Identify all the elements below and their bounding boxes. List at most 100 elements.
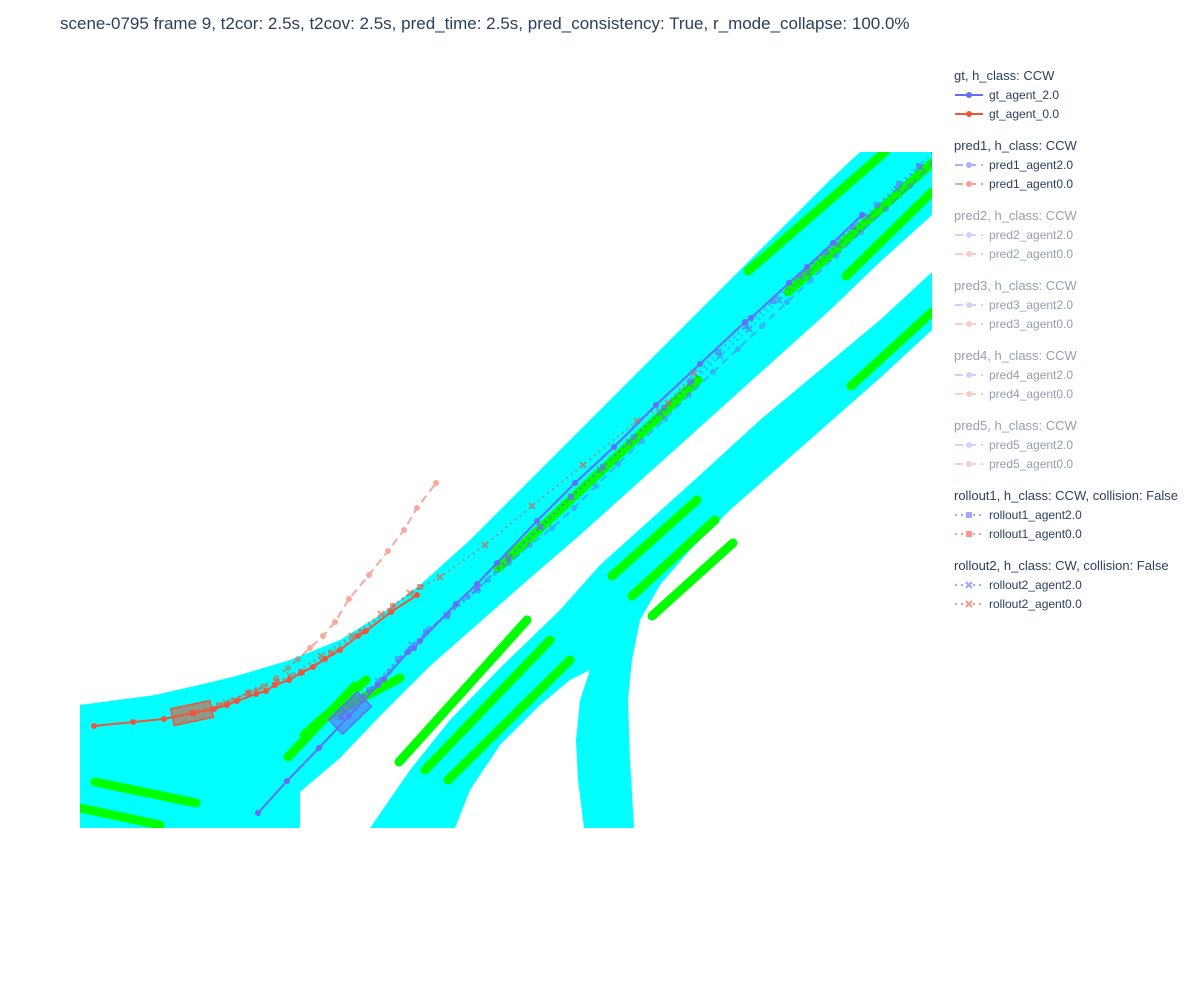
legend-item[interactable]: pred3_agent0.0 — [954, 314, 1194, 333]
trajectory-point — [786, 280, 792, 286]
trajectory-point — [715, 349, 721, 355]
trajectory-point — [804, 269, 812, 277]
legend-item[interactable]: pred5_agent2.0 — [954, 435, 1194, 454]
trajectory-point — [465, 594, 471, 600]
drivable-region-2 — [80, 740, 300, 828]
legend-marker — [966, 530, 972, 537]
trajectory-point — [224, 702, 230, 708]
agent-box-agent2-0 — [327, 690, 373, 736]
lane-marking-15 — [90, 777, 201, 808]
trajectory-point — [850, 224, 856, 230]
legend-item[interactable]: rollout2_agent2.0 — [954, 575, 1194, 594]
legend-group-title: pred5, h_class: CCW — [954, 418, 1077, 433]
trajectory-point — [263, 688, 269, 694]
trajectory-point — [274, 679, 280, 685]
legend-item[interactable]: pred2_agent2.0 — [954, 225, 1194, 244]
trajectory-point — [930, 160, 932, 166]
trajectory-point — [833, 253, 839, 259]
legend-symbol-icon — [955, 530, 983, 537]
trajectory-pred1-agent0-0 — [211, 480, 439, 712]
trajectory-point — [366, 687, 372, 693]
legend-item[interactable]: pred1_agent2.0 — [954, 155, 1194, 174]
trajectory-point — [414, 592, 420, 598]
legend-item[interactable]: gt_agent_0.0 — [954, 104, 1194, 123]
legend-item[interactable]: rollout2_agent0.0 — [954, 594, 1194, 613]
trajectory-point — [735, 346, 741, 352]
legend-item-label: gt_agent_0.0 — [989, 106, 1060, 121]
trajectory-point — [286, 677, 292, 683]
legend-marker — [966, 161, 972, 168]
trajectory-point — [748, 315, 754, 321]
legend-marker — [966, 371, 972, 378]
trajectory-point — [742, 319, 748, 325]
legend-symbol-icon — [955, 599, 983, 608]
lane-marking-3 — [841, 187, 932, 281]
legend-symbol-icon — [955, 511, 983, 518]
trajectory-point — [91, 723, 97, 729]
legend-symbol-icon — [955, 441, 983, 448]
trajectory-point — [436, 573, 444, 581]
trajectory-point — [414, 505, 420, 511]
drivable-region-3 — [370, 272, 932, 828]
legend-symbol-icon — [955, 250, 983, 257]
lane-marking-12 — [394, 615, 532, 767]
legend-symbol-icon — [955, 371, 983, 378]
lane-markings — [80, 152, 932, 828]
trajectory-point — [797, 273, 803, 279]
trajectory-point — [284, 778, 290, 784]
legend-item[interactable]: pred1_agent0.0 — [954, 174, 1194, 193]
trajectory-point — [310, 664, 316, 670]
legend-item-label: pred1_agent0.0 — [989, 176, 1074, 191]
legend-item-label: pred4_agent2.0 — [989, 367, 1074, 382]
trajectory-point — [579, 461, 587, 469]
trajectory-point — [359, 629, 365, 635]
legend-item[interactable]: pred2_agent0.0 — [954, 244, 1194, 263]
trajectory-point — [710, 369, 716, 375]
trajectory-point — [363, 628, 369, 634]
legend-item[interactable]: rollout1_agent0.0 — [954, 524, 1194, 543]
legend-item[interactable]: pred3_agent2.0 — [954, 295, 1194, 314]
trajectory-point — [593, 483, 599, 489]
trajectory-point — [395, 656, 401, 662]
legend-marker — [966, 180, 972, 187]
legend-group-title: gt, h_class: CCW — [954, 68, 1055, 83]
trajectory-point — [697, 361, 703, 367]
legend-marker — [966, 320, 972, 327]
lane-marking-5 — [493, 375, 703, 573]
legend-symbol-icon — [955, 301, 983, 308]
trajectory-point — [759, 323, 765, 329]
trajectory-gt-agent-0-0 — [91, 592, 420, 729]
legend-item-label: pred5_agent2.0 — [989, 437, 1074, 452]
legend-marker — [965, 599, 973, 608]
legend-item-label: pred5_agent0.0 — [989, 456, 1074, 471]
legend-symbol-icon — [955, 110, 983, 117]
trajectory-point — [505, 555, 511, 561]
legend-item[interactable]: pred5_agent0.0 — [954, 454, 1194, 473]
trajectory-gt-agent-2-0 — [255, 212, 865, 816]
legend-item[interactable]: gt_agent_2.0 — [954, 85, 1194, 104]
legend-group-title: pred3, h_class: CCW — [954, 278, 1077, 293]
trajectory-point — [571, 505, 577, 511]
trajectory-point — [295, 656, 301, 662]
legend-item[interactable]: pred4_agent0.0 — [954, 384, 1194, 403]
trajectory-point — [405, 649, 411, 655]
trajectory-point — [784, 299, 790, 305]
legend-item[interactable]: pred4_agent2.0 — [954, 365, 1194, 384]
legend-group-7: rollout1, h_class: CCW, collision: False… — [954, 486, 1194, 543]
legend-item[interactable]: rollout1_agent2.0 — [954, 505, 1194, 524]
trajectory-point — [260, 683, 266, 689]
trajectory-point — [375, 682, 381, 688]
trajectory-point — [481, 541, 489, 549]
trajectory-point — [883, 206, 889, 212]
legend-item-label: rollout1_agent2.0 — [989, 507, 1082, 522]
legend-group-title: pred2, h_class: CCW — [954, 208, 1077, 223]
legend-symbol-icon — [955, 91, 983, 98]
trajectory-point — [528, 502, 536, 510]
trajectory-point — [255, 810, 261, 816]
trajectory-point — [246, 689, 252, 695]
trajectory-point — [686, 392, 692, 398]
trajectory-point — [775, 296, 783, 304]
trajectory-point — [615, 461, 621, 467]
trajectory-point — [485, 577, 491, 583]
